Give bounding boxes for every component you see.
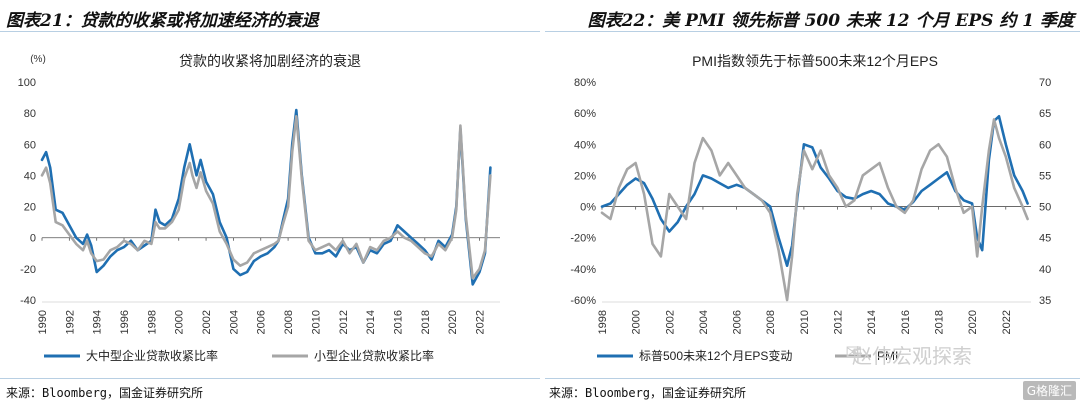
y-tick-label: 20 (24, 202, 36, 214)
left-figure-title: 图表21：贷款的收紧或将加速经济的衰退 (6, 11, 319, 31)
left-figure-panel: 图表21：贷款的收紧或将加速经济的衰退 贷款的收紧将加剧经济的衰退 (%) -40 -… (0, 11, 540, 400)
right-chart: PMI指数领先于标普500未来12个月EPS -60% -40% -20% 0% 20% 4… (570, 53, 1051, 363)
x-tick-label: 1996 (119, 310, 131, 334)
gelonghui-badge: G格隆汇 (1022, 381, 1076, 400)
right-bottom-rule (545, 378, 1080, 379)
wechat-icon: ✉ (845, 340, 862, 364)
right-figure-title: 图表22：美 PMI 领先标普 500 未来 12 个月 EPS 约 1 季度 (587, 11, 1074, 31)
y2-tick-label: 60 (1039, 139, 1051, 151)
x-tick-label: 2008 (283, 310, 295, 334)
x-tick-label: 2004 (228, 310, 240, 334)
y2-tick-label: 40 (1039, 264, 1051, 276)
y2-tick-label: 70 (1039, 77, 1051, 89)
y2-tick-label: 50 (1039, 202, 1051, 214)
y-tick-label: 40% (574, 139, 596, 151)
y-tick-label: -40 (20, 295, 36, 307)
y-tick-label: 60% (574, 108, 596, 120)
y-tick-label: 40 (24, 170, 36, 182)
x-tick-label: 1994 (92, 310, 104, 334)
y2-tick-label: 45 (1039, 233, 1051, 245)
y2-tick-label: 65 (1039, 108, 1051, 120)
left-title-rule (0, 31, 540, 32)
y-tick-label: 60 (24, 139, 36, 151)
x-tick-label: 2002 (201, 310, 213, 334)
y-tick-label: -60% (570, 295, 596, 307)
y-tick-label: 0% (580, 202, 596, 214)
left-chart: 贷款的收紧将加剧经济的衰退 (%) -40 -20 0 20 40 60 80 100 1990 19… (18, 53, 500, 363)
series-line (600, 118, 1029, 302)
x-tick-label: 1990 (37, 310, 49, 334)
x-tick-label: 2020 (447, 310, 459, 334)
series-line (600, 115, 1029, 267)
x-tick-label: 2014 (866, 310, 878, 334)
chart-title: 贷款的收紧将加剧经济的衰退 (179, 53, 361, 69)
x-tick-label: 1998 (146, 310, 158, 334)
right-source-note: 来源：Bloomberg，国金证券研究所 (549, 386, 747, 400)
x-tick-label: 2004 (698, 310, 710, 334)
y-tick-label: 100 (18, 77, 36, 89)
legend-label: 大中型企业贷款收紧比率 (86, 348, 218, 363)
legend-label: 小型企业贷款收紧比率 (314, 348, 434, 363)
x-tick-label: 1998 (597, 310, 609, 334)
series-line (40, 108, 492, 286)
x-tick-label: 2010 (310, 310, 322, 334)
watermark-text: 赵伟宏观探索 (852, 344, 972, 368)
x-tick-label: 2016 (392, 310, 404, 334)
legend-label: PMI (877, 349, 898, 363)
y2-tick-label: 35 (1039, 295, 1051, 307)
legend-label: 标普500未来12个月EPS变动 (639, 348, 792, 363)
x-tick-label: 2008 (765, 310, 777, 334)
series-line (40, 115, 492, 280)
y-tick-label: 20% (574, 170, 596, 182)
x-tick-label: 1992 (64, 310, 76, 334)
x-tick-label: 2014 (365, 310, 377, 334)
right-title-rule (545, 31, 1080, 32)
x-tick-label: 2010 (799, 310, 811, 334)
x-tick-label: 2000 (631, 310, 643, 334)
y-tick-label: 0 (30, 233, 36, 245)
x-tick-label: 2000 (174, 310, 186, 334)
x-tick-label: 2006 (732, 310, 744, 334)
x-tick-label: 2006 (256, 310, 268, 334)
y-tick-label: -20 (20, 264, 36, 276)
chart-title: PMI指数领先于标普500未来12个月EPS (692, 53, 938, 69)
x-tick-label: 2022 (474, 310, 486, 334)
left-bottom-rule (0, 378, 540, 379)
y-tick-label: -20% (570, 233, 596, 245)
x-tick-label: 2020 (967, 310, 979, 334)
x-tick-label: 2018 (420, 310, 432, 334)
y-tick-label: 80% (574, 77, 596, 89)
x-tick-label: 2012 (833, 310, 845, 334)
right-figure-panel: 图表22：美 PMI 领先标普 500 未来 12 个月 EPS 约 1 季度 … (545, 0, 1080, 404)
y2-tick-label: 55 (1039, 170, 1051, 182)
left-source-note: 来源：Bloomberg，国金证券研究所 (6, 386, 204, 400)
x-tick-label: 2012 (338, 310, 350, 334)
x-tick-label: 2022 (1001, 310, 1013, 334)
y-tick-label: 80 (24, 108, 36, 120)
x-tick-label: 2002 (664, 310, 676, 334)
x-tick-label: 2016 (900, 310, 912, 334)
x-tick-label: 2018 (933, 310, 945, 334)
y-axis-unit: (%) (30, 54, 46, 65)
y-tick-label: -40% (570, 264, 596, 276)
